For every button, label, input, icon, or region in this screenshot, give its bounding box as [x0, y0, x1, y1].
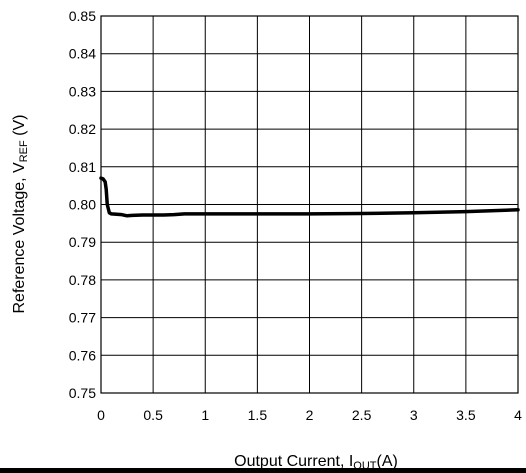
y-tick-label-4: 0.81 — [69, 159, 96, 175]
x-tick-label-0: 0 — [97, 407, 105, 423]
y-tick-label-8: 0.77 — [69, 310, 96, 326]
grid — [100, 15, 519, 394]
y-tick-label-10: 0.75 — [69, 385, 96, 401]
y-tick-labels: 0.85 0.84 0.83 0.82 0.81 0.80 0.79 0.78 0.77 0.76… — [69, 8, 96, 401]
x-axis-label: Output Current, IOUT(A) — [234, 453, 398, 472]
bottom-border — [0, 468, 526, 473]
x-tick-label-7: 3.5 — [456, 407, 476, 423]
y-tick-label-7: 0.78 — [69, 272, 96, 288]
x-tick-labels: 0 0.5 1 1.5 2 2.5 3 3.5 4 — [97, 407, 522, 423]
y-tick-label-2: 0.83 — [69, 83, 96, 99]
y-tick-label-0: 0.85 — [69, 8, 96, 24]
y-axis-label: Reference Voltage, VREF (V) — [11, 115, 30, 314]
y-tick-label-6: 0.79 — [69, 234, 96, 250]
y-tick-label-9: 0.76 — [69, 347, 96, 363]
x-tick-label-4: 2 — [306, 407, 314, 423]
x-tick-label-6: 3 — [410, 407, 418, 423]
x-tick-label-1: 0.5 — [143, 407, 163, 423]
reference-voltage-line — [99, 176, 520, 218]
x-tick-label-2: 1 — [201, 407, 209, 423]
x-tick-label-5: 2.5 — [352, 407, 372, 423]
y-tick-label-5: 0.80 — [69, 197, 96, 213]
y-tick-label-3: 0.82 — [69, 121, 96, 137]
x-tick-label-8: 4 — [514, 407, 522, 423]
plot-frame — [100, 15, 519, 394]
x-tick-label-3: 1.5 — [248, 407, 268, 423]
y-tick-label-1: 0.84 — [69, 46, 96, 62]
